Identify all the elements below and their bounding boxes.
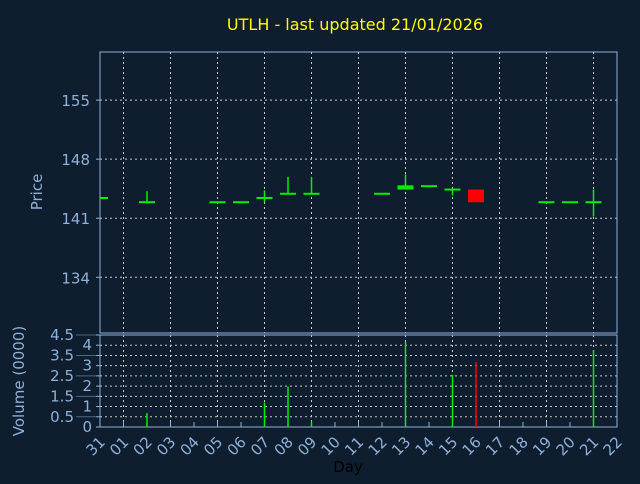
day-tick-label: 17 [482, 433, 508, 459]
chart-title: UTLH - last updated 21/01/2026 [227, 15, 483, 34]
candle-body [303, 192, 320, 195]
volume-tick-label: 0.5 [50, 408, 74, 426]
candle-body [374, 192, 390, 195]
day-tick-label: 31 [83, 433, 109, 459]
volume-tick-label: 4.5 [50, 326, 74, 344]
volume-tick-label: 2.5 [50, 367, 74, 385]
day-tick-label: 07 [247, 433, 273, 459]
price-tick-label: 155 [61, 92, 90, 110]
price-tick-label: 134 [61, 269, 90, 287]
candle-body [256, 196, 273, 199]
volume-tick-label: 0 [82, 418, 92, 436]
candle-body [444, 188, 461, 191]
price-tick-label: 148 [61, 151, 90, 169]
volume-tick-label: 2 [82, 377, 92, 395]
day-tick-label: 01 [106, 433, 132, 459]
day-tick-label: 02 [130, 433, 156, 459]
candle-body [209, 201, 226, 204]
day-tick-label: 04 [177, 433, 203, 459]
day-tick-label: 20 [553, 433, 579, 459]
price-axis-label: Price [28, 174, 46, 211]
candle-body [562, 201, 578, 204]
candle-body [233, 201, 249, 204]
day-tick-label: 22 [600, 433, 626, 459]
day-tick-label: 11 [341, 433, 367, 459]
day-tick-label: 15 [435, 433, 461, 459]
volume-tick-label: 3 [82, 357, 92, 375]
candle-body [139, 201, 155, 204]
candle-body [468, 189, 484, 203]
candle-body [538, 201, 555, 204]
day-tick-label: 05 [200, 433, 226, 459]
day-tick-label: 21 [576, 433, 602, 459]
day-tick-label: 12 [365, 433, 391, 459]
day-tick-label: 03 [153, 433, 179, 459]
volume-tick-label: 3.5 [50, 346, 74, 364]
candle-body [280, 192, 296, 195]
day-tick-label: 19 [529, 433, 555, 459]
day-tick-label: 18 [506, 433, 532, 459]
price-plot-frame [99, 51, 618, 334]
volume-tick-label: 4 [82, 336, 92, 354]
day-tick-label: 08 [271, 433, 297, 459]
day-tick-label: 14 [412, 433, 438, 459]
candle-body [100, 196, 108, 199]
volume-tick-label: 1 [82, 398, 92, 416]
volume-tick-label: 1.5 [50, 387, 74, 405]
day-tick-label: 09 [294, 433, 320, 459]
day-tick-label: 13 [388, 433, 414, 459]
volume-axis-label: Volume (0000) [10, 326, 28, 436]
x-axis-label: Day [333, 458, 363, 476]
price-tick-label: 141 [61, 210, 90, 228]
candle-body [397, 185, 414, 190]
candle-body [421, 185, 437, 188]
candle-body [585, 201, 602, 204]
day-tick-label: 06 [224, 433, 250, 459]
day-tick-label: 16 [459, 433, 485, 459]
day-tick-label: 10 [318, 433, 344, 459]
